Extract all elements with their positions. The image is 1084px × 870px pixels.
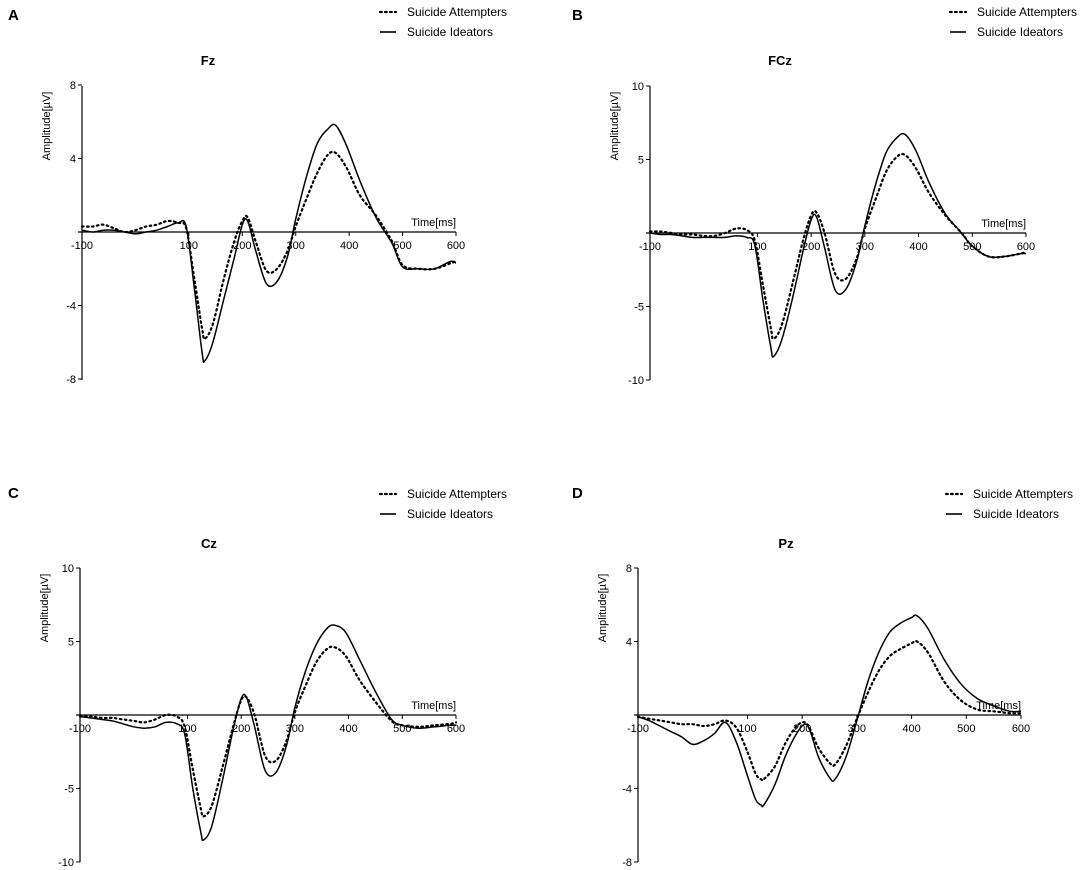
legend-label: Suicide Attempters bbox=[407, 487, 507, 501]
x-tick-label: 600 bbox=[1017, 241, 1035, 253]
y-tick-label: -10 bbox=[58, 857, 74, 869]
y-axis-label: Amplitude[µV] bbox=[597, 574, 609, 643]
y-tick-label: 4 bbox=[626, 637, 632, 649]
panel-letter: A bbox=[8, 7, 19, 24]
y-axis-label: Amplitude[µV] bbox=[609, 92, 621, 161]
x-tick-label: -100 bbox=[639, 241, 661, 253]
x-tick-label: 400 bbox=[339, 723, 357, 735]
x-tick-label: 500 bbox=[957, 723, 975, 735]
panel-letter: B bbox=[572, 7, 583, 24]
legend-label: Suicide Attempters bbox=[973, 487, 1073, 501]
x-axis-label: Time[ms] bbox=[411, 217, 456, 229]
x-tick-label: 300 bbox=[286, 723, 304, 735]
electrode-title: FCz bbox=[768, 53, 792, 68]
series-suicide-attempters bbox=[636, 639, 1023, 782]
electrode-title: Pz bbox=[778, 536, 794, 551]
y-tick-label: 10 bbox=[62, 563, 74, 575]
x-tick-label: 600 bbox=[1012, 723, 1030, 735]
series-suicide-ideators bbox=[649, 132, 1027, 358]
legend-label: Suicide Ideators bbox=[407, 25, 493, 39]
legend-label: Suicide Ideators bbox=[973, 507, 1059, 521]
x-tick-label: -100 bbox=[627, 723, 649, 735]
legend-label: Suicide Ideators bbox=[977, 25, 1063, 39]
y-tick-label: 4 bbox=[70, 154, 76, 166]
y-tick-label: 5 bbox=[638, 155, 644, 167]
y-tick-label: 8 bbox=[70, 80, 76, 92]
x-tick-label: -100 bbox=[69, 723, 91, 735]
y-tick-label: -4 bbox=[622, 784, 632, 796]
y-axis-label: Amplitude[µV] bbox=[41, 92, 53, 161]
panel-letter: D bbox=[572, 485, 583, 502]
legend-label: Suicide Attempters bbox=[407, 5, 507, 19]
y-tick-label: 5 bbox=[68, 637, 74, 649]
x-tick-label: 100 bbox=[738, 723, 756, 735]
legend: Suicide Attempters Suicide Ideators bbox=[944, 487, 1073, 521]
series-suicide-ideators bbox=[637, 614, 1022, 808]
panel-b: B FCz Suicide Attempters Suicide Ideators 10… bbox=[572, 5, 1077, 387]
panel-letter: C bbox=[8, 485, 19, 502]
electrode-title: Cz bbox=[201, 536, 217, 551]
x-tick-label: 200 bbox=[802, 241, 820, 253]
y-tick-label: -5 bbox=[634, 302, 644, 314]
x-tick-label: 600 bbox=[447, 240, 465, 252]
x-tick-label: -100 bbox=[71, 240, 93, 252]
electrode-title: Fz bbox=[201, 53, 216, 68]
x-tick-label: 400 bbox=[340, 240, 358, 252]
legend-label: Suicide Attempters bbox=[977, 5, 1077, 19]
y-axis-label: Amplitude[µV] bbox=[39, 574, 51, 643]
x-tick-label: 300 bbox=[848, 723, 866, 735]
legend: Suicide Attempters Suicide Ideators bbox=[948, 5, 1077, 39]
y-tick-label: -10 bbox=[628, 375, 644, 387]
legend-label: Suicide Ideators bbox=[407, 507, 493, 521]
x-tick-label: 400 bbox=[902, 723, 920, 735]
series-suicide-attempters bbox=[80, 150, 458, 341]
x-tick-label: 600 bbox=[447, 723, 465, 735]
panel-c: C Cz Suicide Attempters Suicide Ideators 10 5… bbox=[8, 485, 507, 869]
legend: Suicide Attempters Suicide Ideators bbox=[378, 487, 507, 521]
y-tick-label: -8 bbox=[66, 374, 76, 386]
x-tick-label: 200 bbox=[232, 723, 250, 735]
panel-a: A Fz Suicide Attempters Suicide Ideators 8 4 -… bbox=[8, 5, 507, 386]
x-tick-label: 100 bbox=[748, 241, 766, 253]
y-tick-label: -4 bbox=[66, 301, 76, 313]
x-tick-label: 500 bbox=[393, 240, 411, 252]
series-suicide-ideators bbox=[79, 624, 457, 842]
panel-d: D Pz Suicide Attempters Suicide Ideators 8 4 -… bbox=[572, 485, 1073, 869]
x-tick-label: 100 bbox=[178, 723, 196, 735]
legend: Suicide Attempters Suicide Ideators bbox=[378, 5, 507, 39]
y-tick-label: 8 bbox=[626, 563, 632, 575]
series-suicide-attempters bbox=[648, 152, 1028, 340]
y-tick-label: -5 bbox=[64, 784, 74, 796]
x-axis-label: Time[ms] bbox=[981, 218, 1026, 230]
x-axis-label: Time[ms] bbox=[411, 700, 456, 712]
y-tick-label: 10 bbox=[632, 81, 644, 93]
series-suicide-ideators bbox=[81, 123, 457, 364]
x-tick-label: 400 bbox=[909, 241, 927, 253]
y-tick-label: -8 bbox=[622, 857, 632, 869]
